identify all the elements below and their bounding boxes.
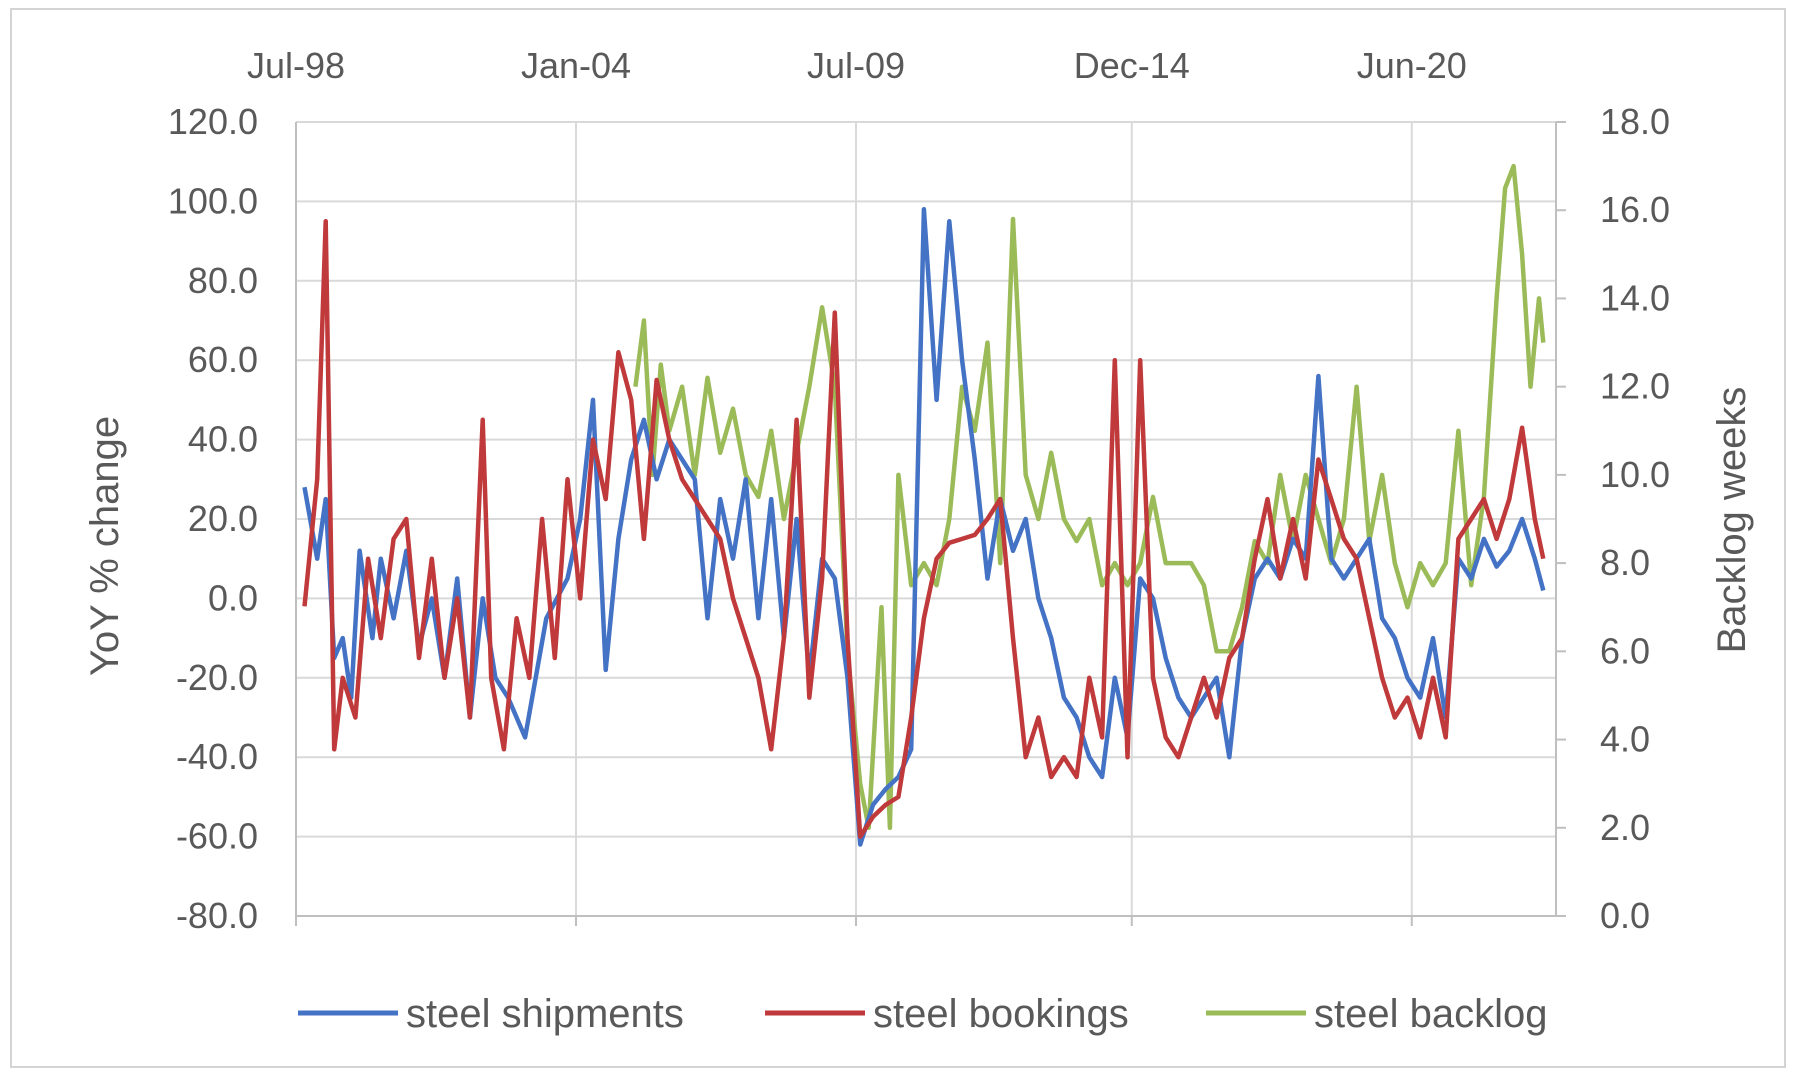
x-tick-label: Dec-14 xyxy=(1074,45,1190,86)
y-right-tick-label: 6.0 xyxy=(1600,630,1650,671)
x-tick-label: Jun-20 xyxy=(1357,45,1467,86)
y-right-tick-label: 10.0 xyxy=(1600,454,1670,495)
series-line-steel-shipments xyxy=(302,207,1546,847)
series-line-steel-bookings xyxy=(302,219,1546,839)
y-left-tick-label: 20.0 xyxy=(188,498,258,539)
y-right-tick-label: 0.0 xyxy=(1600,895,1650,936)
y-left-tick-label: 60.0 xyxy=(188,339,258,380)
x-tick-label: Jul-09 xyxy=(807,45,905,86)
y-right-tick-label: 14.0 xyxy=(1600,277,1670,318)
y-right-tick-label: 18.0 xyxy=(1600,101,1670,142)
y-left-tick-labels: 120.0 100.0 80.0 60.0 40.0 20.0 0.0 -20.0 -40.0 -… xyxy=(168,101,258,936)
x-tick-label: Jul-98 xyxy=(247,45,345,86)
y-left-tick-label: 0.0 xyxy=(208,577,258,618)
axes xyxy=(295,121,1566,926)
x-tick-label: Jan-04 xyxy=(521,45,631,86)
y-right-tick-label: 4.0 xyxy=(1600,719,1650,760)
y-right-tick-label: 12.0 xyxy=(1600,366,1670,407)
y-right-tick-labels: 18.0 16.0 14.0 12.0 10.0 8.0 6.0 4.0 2.0 0.0 xyxy=(1600,101,1670,936)
y-left-axis-title: YoY % change xyxy=(83,416,127,676)
y-left-tick-label: -40.0 xyxy=(176,736,258,777)
series-line-steel-backlog xyxy=(633,163,1546,831)
series-lines xyxy=(302,163,1546,847)
y-left-tick-label: -20.0 xyxy=(176,657,258,698)
y-left-tick-label: -80.0 xyxy=(176,895,258,936)
x-tick-labels: Jul-98 Jan-04 Jul-09 Dec-14 Jun-20 xyxy=(247,45,1467,86)
y-left-tick-label: 100.0 xyxy=(168,180,258,221)
y-left-tick-label: -60.0 xyxy=(176,816,258,857)
y-left-tick-label: 80.0 xyxy=(188,260,258,301)
legend: steel shipments steel bookings steel backl… xyxy=(298,992,1547,1036)
legend-label: steel shipments xyxy=(406,992,684,1036)
y-left-tick-label: 40.0 xyxy=(188,419,258,460)
y-right-axis-title: Backlog weeks xyxy=(1710,387,1754,654)
y-right-tick-label: 16.0 xyxy=(1600,189,1670,230)
legend-label: steel backlog xyxy=(1314,992,1547,1036)
y-right-tick-label: 2.0 xyxy=(1600,807,1650,848)
legend-label: steel bookings xyxy=(873,992,1129,1036)
y-left-tick-label: 120.0 xyxy=(168,101,258,142)
y-right-tick-label: 8.0 xyxy=(1600,542,1650,583)
